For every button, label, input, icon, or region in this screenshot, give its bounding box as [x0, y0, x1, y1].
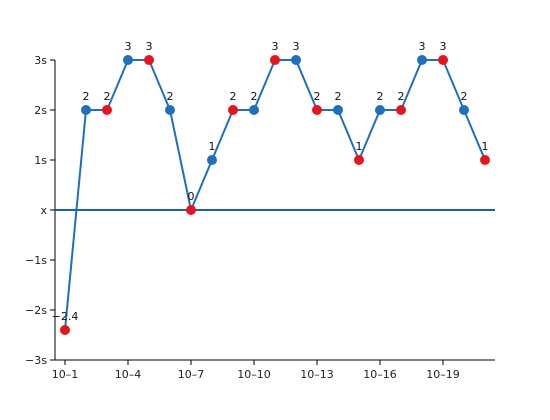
data-point-red [312, 105, 322, 115]
x-tick-label: 10–13 [300, 368, 334, 381]
y-tick-label: x [40, 204, 47, 217]
y-tick-label: −1s [25, 254, 47, 267]
data-point-blue [375, 105, 385, 115]
data-point-blue [123, 55, 133, 65]
y-tick-label: −2s [25, 304, 47, 317]
data-label: 2 [314, 90, 321, 103]
data-label: 2 [335, 90, 342, 103]
data-point-red [396, 105, 406, 115]
data-point-blue [459, 105, 469, 115]
data-label: 3 [272, 40, 279, 53]
data-point-red [270, 55, 280, 65]
series-line [64, 59, 486, 331]
data-label: 2 [83, 90, 90, 103]
data-point-red [438, 55, 448, 65]
data-label: 2 [230, 90, 237, 103]
data-label: 3 [125, 40, 132, 53]
data-point-red [102, 105, 112, 115]
data-label: 1 [482, 140, 489, 153]
data-point-blue [417, 55, 427, 65]
data-label: 3 [440, 40, 447, 53]
data-label: 3 [293, 40, 300, 53]
data-point-blue [165, 105, 175, 115]
data-point-red [186, 205, 196, 215]
x-tick-label: 10–7 [178, 368, 205, 381]
data-point-red [354, 155, 364, 165]
data-label: −2.4 [52, 310, 79, 323]
y-tick-label: 3s [34, 54, 47, 67]
x-tick-label: 10–19 [426, 368, 460, 381]
data-point-red [60, 325, 70, 335]
data-labels-layer: −2.4 2 2 3 3 2 0 1 2 2 3 3 2 2 1 2 2 3 3 2 1 [52, 40, 489, 323]
data-label: 2 [377, 90, 384, 103]
data-point-blue [291, 55, 301, 65]
y-tick-label: −3s [25, 354, 47, 367]
data-label: 2 [461, 90, 468, 103]
data-label: 0 [188, 190, 195, 203]
data-label: 2 [167, 90, 174, 103]
x-tick-label: 10–10 [237, 368, 271, 381]
x-tick-label: 10–1 [52, 368, 79, 381]
data-point-blue [333, 105, 343, 115]
points-layer [60, 55, 490, 335]
data-point-red [480, 155, 490, 165]
data-label: 3 [146, 40, 153, 53]
data-label: 2 [104, 90, 111, 103]
y-tick-label: 2s [34, 104, 47, 117]
data-label: 1 [209, 140, 216, 153]
data-label: 3 [419, 40, 426, 53]
y-tick-label: 1s [34, 154, 47, 167]
data-point-red [228, 105, 238, 115]
data-point-blue [207, 155, 217, 165]
x-tick-label: 10–16 [363, 368, 397, 381]
data-label: 2 [398, 90, 405, 103]
data-label: 1 [356, 140, 363, 153]
data-point-blue [81, 105, 91, 115]
data-label: 2 [251, 90, 258, 103]
data-point-blue [249, 105, 259, 115]
series-layer [64, 59, 486, 331]
x-tick-label: 10–4 [115, 368, 142, 381]
data-point-red [144, 55, 154, 65]
